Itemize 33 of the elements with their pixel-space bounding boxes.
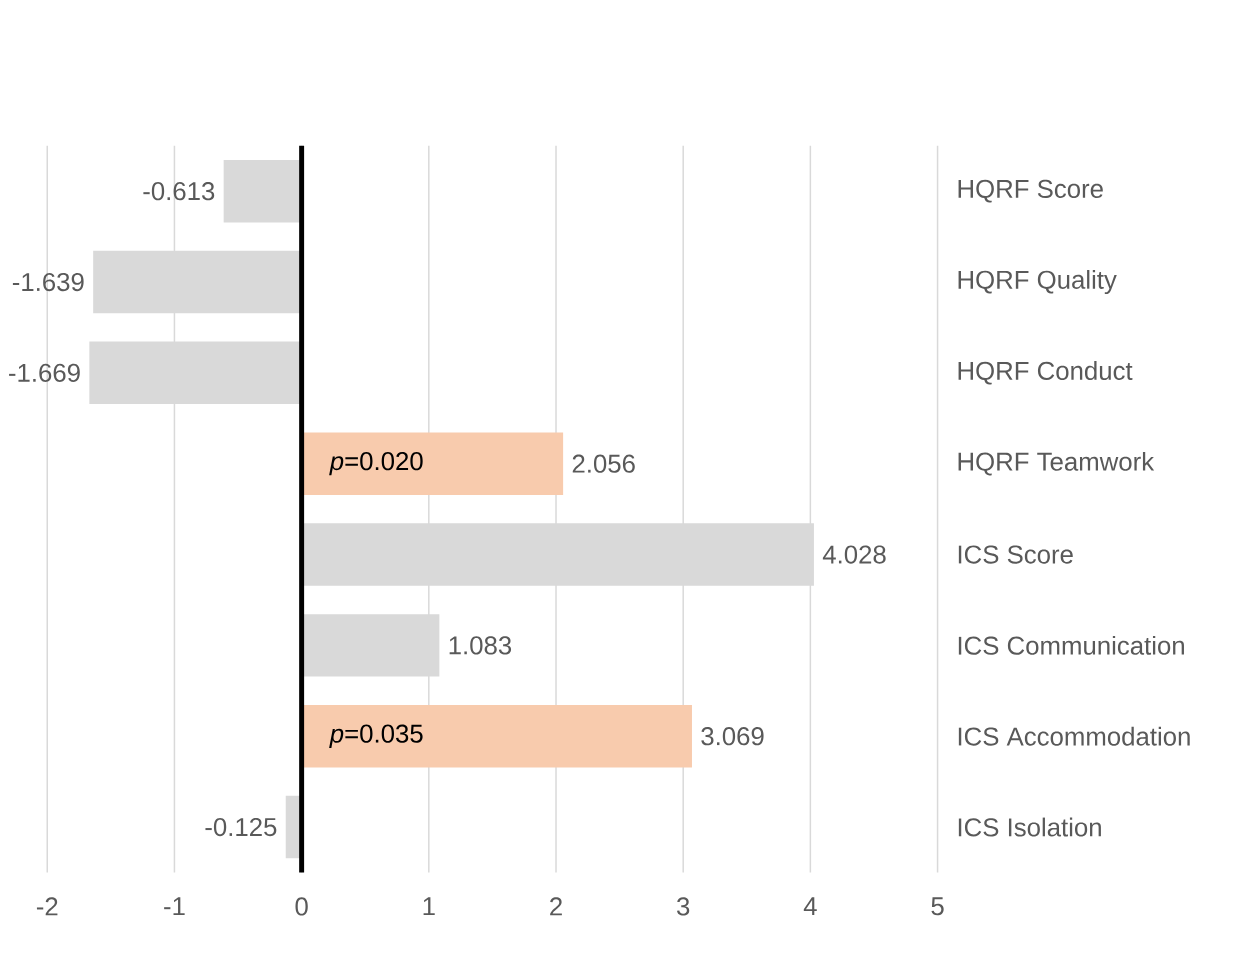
bar xyxy=(301,432,564,496)
y-tick-label: HQRF Score xyxy=(958,179,1103,203)
bar xyxy=(301,523,814,586)
y-tick-label: ICS Score xyxy=(958,545,1073,564)
x-tick-label: 1 xyxy=(423,897,435,916)
data-label: -1.669 xyxy=(9,363,80,383)
y-tick-label: HQRF Conduct xyxy=(958,361,1133,385)
data-label: 1.083 xyxy=(449,636,512,655)
y-tick-label: HQRF Teamwork xyxy=(958,452,1155,476)
y-tick-label: ICS Communication xyxy=(958,636,1184,656)
bar xyxy=(93,251,302,314)
x-tick-label: 2 xyxy=(550,897,562,916)
x-tick-label: 3 xyxy=(677,897,690,916)
annotation: p=0.035 xyxy=(329,724,423,749)
bar xyxy=(301,614,440,677)
x-tick-label: -1 xyxy=(164,897,185,916)
bar xyxy=(89,341,302,405)
y-tick-label: ICS Accommodation xyxy=(958,726,1190,746)
y-tick-label: HQRF Quality xyxy=(958,270,1117,295)
x-tick-label: 5 xyxy=(931,897,944,916)
annotation: p=0.020 xyxy=(329,452,423,476)
x-tick-label: 0 xyxy=(295,897,308,916)
y-tick-label: ICS Isolation xyxy=(958,817,1101,837)
data-label: -0.613 xyxy=(143,182,215,201)
x-tick-label: -2 xyxy=(36,897,58,916)
data-label: 2.056 xyxy=(572,454,635,474)
bar xyxy=(223,160,302,223)
data-label: 4.028 xyxy=(822,545,886,564)
bar xyxy=(301,705,692,768)
data-label: -1.639 xyxy=(12,273,84,292)
data-label: 3.069 xyxy=(701,727,764,746)
data-label: -0.125 xyxy=(205,818,277,837)
x-tick-label: 4 xyxy=(803,897,817,916)
